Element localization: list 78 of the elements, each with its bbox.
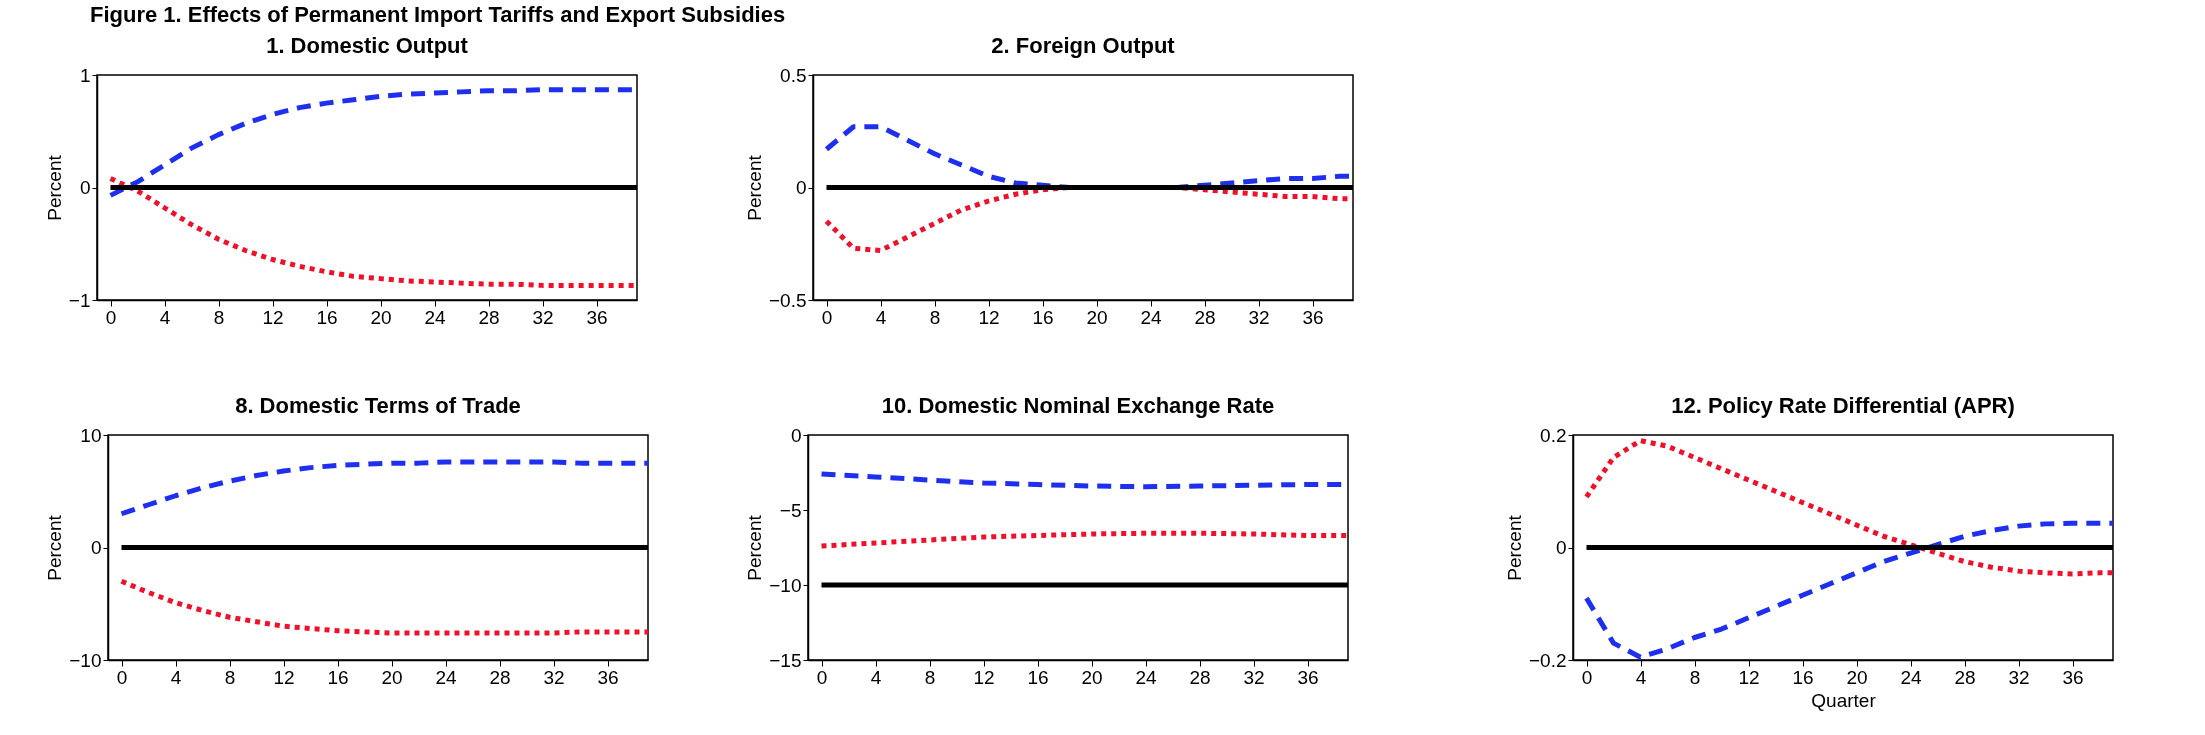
y-tick-label: 0 bbox=[795, 177, 807, 198]
x-tick-label: 28 bbox=[1954, 666, 1976, 688]
y-tick-label: 0 bbox=[90, 537, 102, 558]
chart-title: 1. Domestic Output bbox=[266, 33, 469, 58]
x-tick-label: 28 bbox=[489, 666, 511, 688]
x-tick-label: 36 bbox=[1302, 306, 1324, 328]
y-axis-title: Percent bbox=[744, 514, 766, 581]
chart-title: 2. Foreign Output bbox=[991, 33, 1176, 58]
y-tick-label: −0.5 bbox=[768, 289, 807, 311]
y-tick-label: −5 bbox=[779, 499, 802, 521]
x-tick-label: 16 bbox=[1027, 666, 1049, 688]
x-tick-label: 0 bbox=[105, 306, 117, 328]
x-tick-label: 12 bbox=[1738, 666, 1760, 688]
y-tick-label: −15 bbox=[769, 649, 802, 671]
y-tick-label: 0.5 bbox=[780, 64, 807, 86]
x-tick-label: 12 bbox=[973, 666, 995, 688]
x-tick-label: 4 bbox=[875, 306, 887, 328]
chart-title: 8. Domestic Terms of Trade bbox=[235, 393, 521, 418]
chart-title: 12. Policy Rate Differential (APR) bbox=[1671, 393, 2015, 418]
x-tick-label: 24 bbox=[1140, 306, 1162, 328]
x-tick-label: 32 bbox=[1248, 306, 1270, 328]
caption: Figure 1. Effects of Permanent Import Tariffs and Export Subsidies bbox=[90, 2, 786, 28]
x-tick-label: 20 bbox=[381, 666, 403, 688]
x-tick-label: 36 bbox=[597, 666, 619, 688]
x-tick-label: 36 bbox=[586, 306, 608, 328]
x-tick-label: 16 bbox=[1032, 306, 1054, 328]
x-tick-label: 0 bbox=[1581, 666, 1593, 688]
y-tick-label: −10 bbox=[69, 649, 102, 671]
x-tick-label: 8 bbox=[929, 306, 941, 328]
x-axis-title: Quarter bbox=[1811, 689, 1877, 711]
x-tick-label: 4 bbox=[1635, 666, 1647, 688]
x-tick-label: 12 bbox=[273, 666, 295, 688]
y-tick-label: −0.2 bbox=[1528, 649, 1567, 671]
x-tick-label: 0 bbox=[116, 666, 128, 688]
x-tick-label: 20 bbox=[370, 306, 392, 328]
x-tick-label: 28 bbox=[1189, 666, 1211, 688]
x-tick-label: 16 bbox=[327, 666, 349, 688]
x-tick-label: 24 bbox=[424, 306, 446, 328]
y-axis-title: Percent bbox=[44, 514, 66, 581]
x-tick-label: 32 bbox=[2008, 666, 2030, 688]
x-tick-label: 32 bbox=[1243, 666, 1265, 688]
x-tick-label: 16 bbox=[1792, 666, 1814, 688]
x-tick-label: 24 bbox=[435, 666, 457, 688]
x-tick-label: 8 bbox=[924, 666, 936, 688]
y-tick-label: 1 bbox=[79, 64, 91, 86]
x-tick-label: 36 bbox=[1297, 666, 1319, 688]
y-tick-label: 0 bbox=[790, 424, 802, 446]
x-tick-label: 20 bbox=[1081, 666, 1103, 688]
x-tick-label: 20 bbox=[1086, 306, 1108, 328]
x-tick-label: 12 bbox=[978, 306, 1000, 328]
y-tick-label: 10 bbox=[80, 424, 102, 446]
x-tick-label: 8 bbox=[213, 306, 225, 328]
y-tick-label: 0 bbox=[1555, 537, 1567, 558]
chart-title: 10. Domestic Nominal Exchange Rate bbox=[881, 393, 1275, 418]
x-tick-label: 8 bbox=[224, 666, 236, 688]
y-axis-title: Percent bbox=[743, 154, 765, 221]
x-tick-label: 20 bbox=[1846, 666, 1868, 688]
x-tick-label: 4 bbox=[159, 306, 171, 328]
x-tick-label: 12 bbox=[262, 306, 284, 328]
y-axis-title: Percent bbox=[43, 154, 65, 221]
x-tick-label: 16 bbox=[316, 306, 338, 328]
y-tick-label: −10 bbox=[769, 574, 802, 596]
y-tick-label: −1 bbox=[68, 289, 91, 311]
x-tick-label: 28 bbox=[1194, 306, 1216, 328]
x-tick-label: 24 bbox=[1900, 666, 1922, 688]
y-axis-title: Percent bbox=[1503, 514, 1525, 581]
x-tick-label: 0 bbox=[821, 306, 833, 328]
x-tick-label: 36 bbox=[2062, 666, 2084, 688]
y-tick-label: 0 bbox=[79, 177, 91, 198]
x-tick-label: 8 bbox=[1689, 666, 1701, 688]
x-tick-label: 32 bbox=[543, 666, 565, 688]
x-tick-label: 24 bbox=[1135, 666, 1157, 688]
x-tick-label: 32 bbox=[532, 306, 554, 328]
x-tick-label: 4 bbox=[870, 666, 882, 688]
y-tick-label: 0.2 bbox=[1540, 424, 1567, 446]
x-tick-label: 28 bbox=[478, 306, 500, 328]
x-tick-label: 0 bbox=[816, 666, 828, 688]
x-tick-label: 4 bbox=[170, 666, 182, 688]
